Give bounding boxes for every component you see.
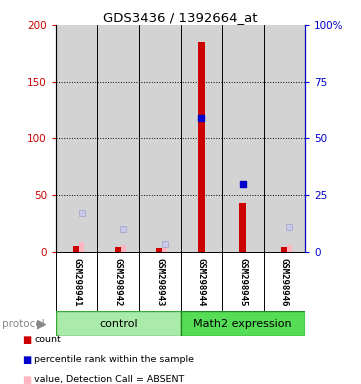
Bar [97,25,139,252]
Text: ■: ■ [22,335,32,345]
Bar [162,247,167,252]
Bar [198,42,205,252]
Text: GSM298941: GSM298941 [72,258,81,307]
Text: ■: ■ [22,375,32,384]
Bar [79,242,84,252]
Bar [222,25,264,252]
Bar [56,311,180,336]
Bar [287,245,292,252]
Text: ▶: ▶ [37,317,46,330]
Text: count: count [34,335,61,344]
Title: GDS3436 / 1392664_at: GDS3436 / 1392664_at [103,11,258,24]
Text: control: control [99,318,138,329]
Text: Math2 expression: Math2 expression [193,318,292,329]
Bar [156,248,163,252]
Text: GSM298946: GSM298946 [280,258,289,307]
Bar [56,25,97,252]
Text: GSM298944: GSM298944 [197,258,206,307]
Bar [139,25,180,252]
Bar [180,25,222,252]
Bar [73,246,80,252]
Text: ■: ■ [22,355,32,365]
Bar [180,311,305,336]
Bar [115,247,122,252]
Text: GSM298943: GSM298943 [155,258,164,307]
Text: GSM298942: GSM298942 [114,258,123,307]
Bar [281,247,288,252]
Text: percentile rank within the sample: percentile rank within the sample [34,355,194,364]
Text: protocol: protocol [2,318,44,329]
Text: GSM298945: GSM298945 [238,258,247,307]
Bar [264,25,305,252]
Text: value, Detection Call = ABSENT: value, Detection Call = ABSENT [34,375,184,384]
Bar [121,245,126,252]
Bar [239,203,246,252]
